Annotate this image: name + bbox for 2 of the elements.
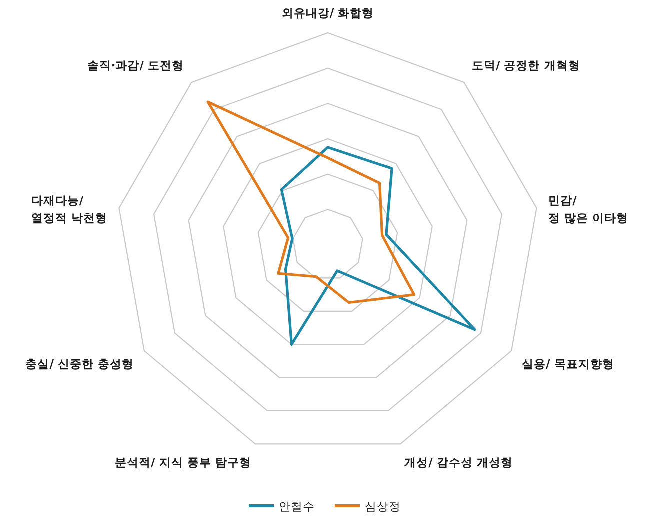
legend-label: 심상정 <box>365 500 401 514</box>
legend-label: 안철수 <box>279 500 315 514</box>
